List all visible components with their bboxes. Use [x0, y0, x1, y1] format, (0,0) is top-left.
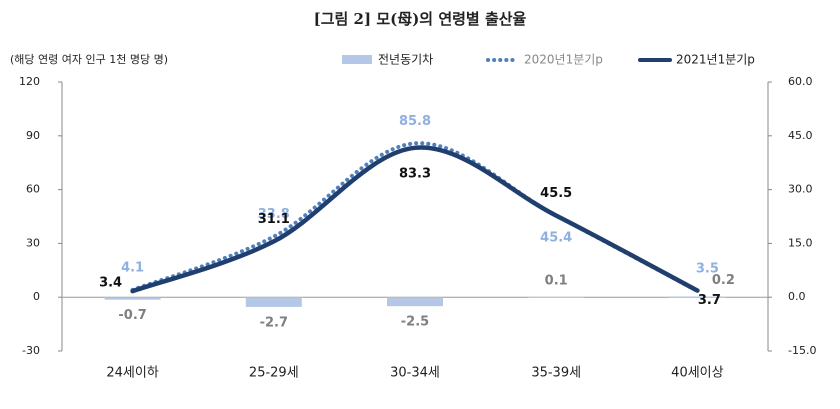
x-tick-label: 40세이상 [671, 366, 723, 381]
y-axis-label: (해당 연령 여자 인구 1천 명당 명) [10, 52, 168, 66]
line-label: 85.8 [399, 114, 431, 129]
y-tick-label: 60 [26, 183, 40, 196]
line-label: 3.4 [99, 276, 122, 291]
line-label: 83.3 [399, 166, 431, 181]
line-label: 45.5 [540, 186, 572, 201]
bar-label: -0.7 [118, 308, 146, 323]
line [130, 145, 700, 294]
y2-tick-label: 15.0 [788, 236, 813, 249]
bar-label: 0.1 [545, 273, 568, 288]
bar-label: -2.5 [401, 315, 429, 330]
y-tick-label: 90 [26, 129, 40, 142]
line-label: 33.8 [258, 207, 290, 222]
x-tick-label: 25-29세 [249, 366, 299, 381]
legend-label: 전년동기차 [378, 53, 433, 67]
x-tick-label: 35-39세 [531, 366, 581, 381]
y2-tick-label: 0.0 [788, 290, 806, 303]
line-label: 3.5 [696, 261, 719, 276]
bar-label: 0.2 [712, 273, 735, 288]
bar [387, 297, 443, 307]
y-tick-label: 0 [33, 290, 40, 303]
bar [528, 296, 585, 298]
line-label: 45.4 [540, 230, 572, 245]
y2-tick-label: 30.0 [788, 183, 813, 196]
chart-title: [그림 2] 모(母)의 연령별 출산율 [314, 10, 527, 28]
legend-label: 2021년1분기p [676, 53, 755, 67]
y2-tick-label: 45.0 [788, 129, 813, 142]
line-label: 3.7 [698, 293, 721, 308]
line-label: 31.1 [258, 212, 290, 227]
legend-swatch [342, 55, 372, 64]
legend-label: 2020년1분기p [524, 53, 603, 67]
line-label: 4.1 [121, 260, 144, 275]
x-tick-label: 30-34세 [390, 366, 440, 381]
bar [104, 297, 161, 300]
line [130, 141, 700, 293]
x-tick-label: 24세이하 [106, 366, 158, 381]
y-tick-label: 30 [26, 236, 40, 249]
y2-tick-label: 60.0 [788, 75, 813, 88]
bar [245, 297, 302, 307]
bar-label: -2.7 [260, 315, 288, 330]
y-tick-label: -30 [22, 344, 40, 357]
y-tick-label: 120 [19, 75, 40, 88]
bar [669, 296, 726, 298]
y2-tick-label: -15.0 [788, 344, 816, 357]
